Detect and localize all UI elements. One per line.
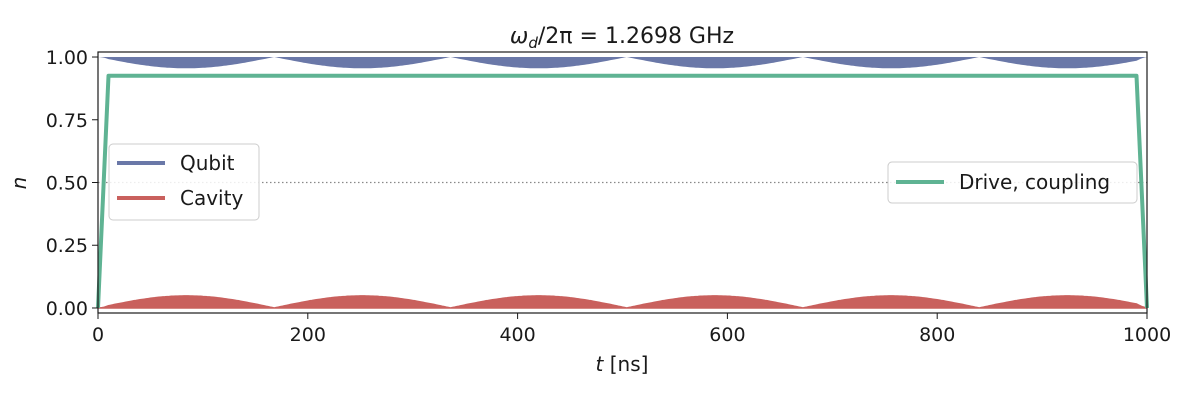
plot-area [96,57,1149,309]
x-axis-label: t [ns] [596,352,649,376]
x-tick-label: 400 [499,324,535,346]
x-tick-label: 1000 [1123,324,1171,346]
plot-frame [97,51,1148,314]
y-tick-label: 0.50 [46,173,88,195]
y-tick-label: 1.00 [46,47,88,69]
axis-ticks: 0 200 400 600 800 1000 0.00 0.25 0.50 0.75 1.00 [46,47,1171,346]
legend-label-drive: Drive, coupling [959,170,1110,194]
chart-title: ωd/2π = 1.2698 GHz [510,24,734,52]
y-tick-label: 0.75 [46,110,88,132]
legend-label-cavity: Cavity [180,186,243,210]
legend-label-qubit: Qubit [180,151,235,175]
y-tick-label: 0.25 [46,235,88,257]
legend-box [887,161,1138,204]
y-axis-label: n [7,177,31,190]
series-drive-coupling [96,73,1149,309]
y-tick-label: 0.00 [46,298,88,320]
legend-drive: Drive, coupling [887,161,1138,204]
series-cavity [97,295,1148,309]
x-tick-label: 600 [709,324,745,346]
x-tick-label: 0 [92,324,104,346]
legend-qubit-cavity: Qubit Cavity [108,143,260,221]
x-tick-label: 200 [290,324,326,346]
series-qubit [98,57,1147,69]
x-tick-label: 800 [919,324,955,346]
